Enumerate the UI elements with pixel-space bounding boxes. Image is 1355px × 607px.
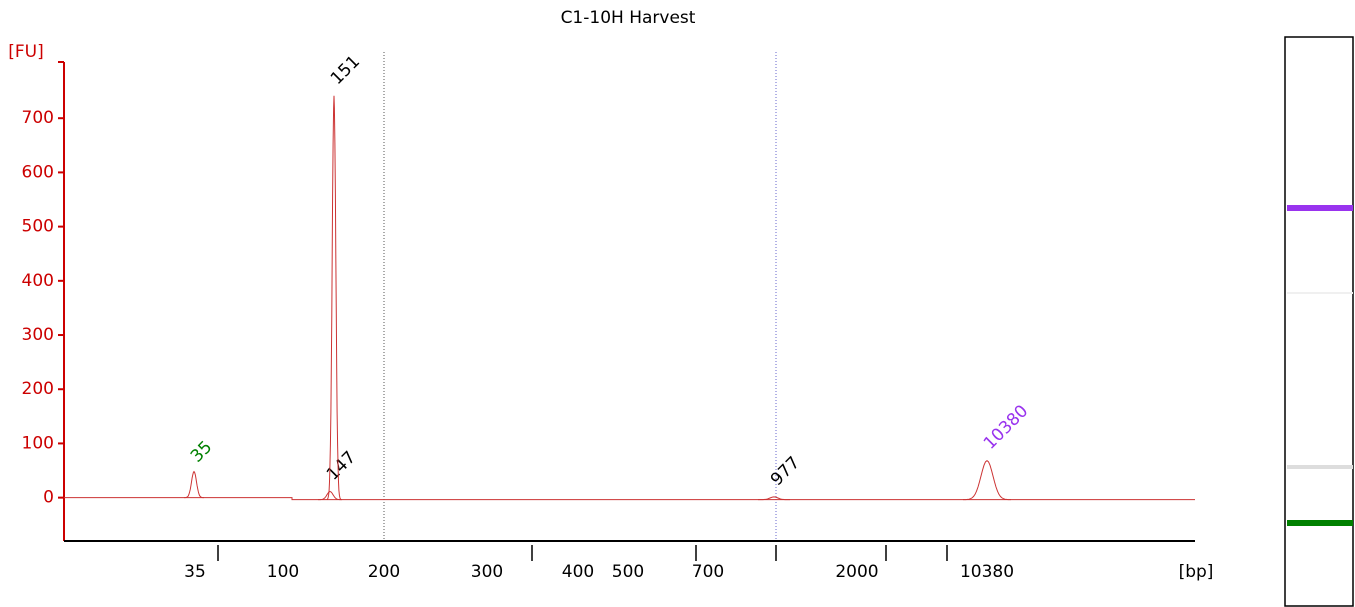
y-axis-label: [FU]	[8, 42, 44, 62]
y-tick-label: 0	[43, 488, 54, 508]
y-tick-label: 500	[22, 217, 54, 237]
x-tick-label: 700	[692, 562, 724, 582]
peak	[318, 490, 342, 501]
y-tick-label: 600	[22, 162, 54, 182]
gel-band	[1287, 292, 1353, 294]
y-tick-label: 300	[22, 325, 54, 345]
peak-label: 35	[187, 437, 216, 466]
y-tick-label: 100	[22, 433, 54, 453]
peak-label: 10380	[980, 401, 1032, 453]
x-tick-label: 100	[267, 562, 299, 582]
chart-title: C1-10H Harvest	[561, 8, 696, 28]
peak	[184, 470, 204, 499]
x-tick-label: 2000	[835, 562, 878, 582]
gel-band	[1287, 205, 1353, 211]
x-tick-label: 10380	[960, 562, 1014, 582]
peak	[758, 496, 790, 501]
x-tick-label: 300	[471, 562, 503, 582]
y-tick-label: 400	[22, 271, 54, 291]
baseline	[64, 497, 1195, 501]
x-tick-label: 200	[368, 562, 400, 582]
x-tick-label: 35	[184, 562, 206, 582]
peak	[963, 459, 1011, 501]
x-axis-label: [bp]	[1179, 562, 1214, 582]
y-tick-label: 200	[22, 379, 54, 399]
gel-frame	[1284, 36, 1354, 607]
peak	[326, 95, 342, 500]
peak-label: 977	[767, 453, 804, 490]
peak-label: 151	[327, 52, 364, 89]
x-tick-label: 400	[562, 562, 594, 582]
peak-label: 147	[323, 447, 360, 484]
y-tick-label: 700	[22, 108, 54, 128]
gel-band	[1287, 465, 1353, 469]
x-tick-label: 500	[612, 562, 644, 582]
gel-band	[1287, 520, 1353, 526]
gel-lane	[1284, 36, 1354, 607]
